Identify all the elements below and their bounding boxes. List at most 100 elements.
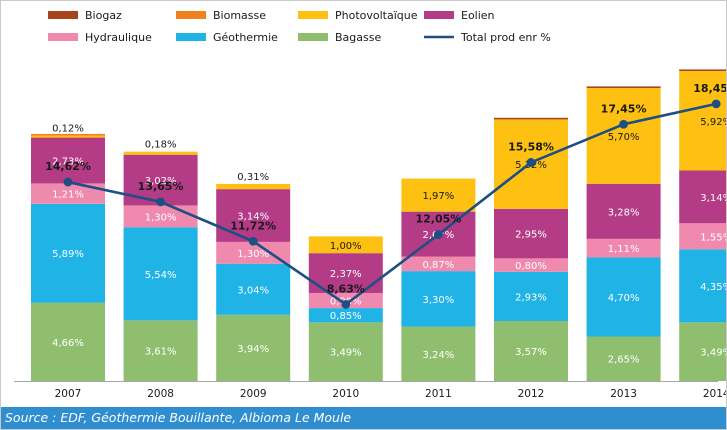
data-label-bagasse-2014: 3,49% (700, 348, 727, 359)
data-label-photovoltaique-2013: 5,70% (608, 132, 640, 143)
legend-label-photovoltaique: Photovoltaïque (335, 9, 418, 22)
source-bar: Source : EDF, Géothermie Bouillante, Alb… (0, 407, 727, 430)
legend-label-biogaz: Biogaz (85, 9, 122, 22)
data-label-eolien-2014: 3,14% (700, 193, 727, 204)
data-label-photovoltaique-2011: 1,97% (423, 191, 455, 202)
bar-photovoltaique-2011 (401, 178, 476, 212)
bar-hydraulique-2012 (494, 258, 568, 272)
bar-eolien-2007 (31, 137, 105, 184)
bar-geothermie-2013 (586, 257, 661, 337)
point-total-prod-enr-2012 (526, 158, 536, 167)
data-label-hydraulique-2007: 1,21% (52, 190, 84, 201)
bar-geothermie-2010 (308, 308, 383, 323)
legend-swatch-eolien (424, 11, 454, 19)
x-tick-label-2007: 2007 (55, 388, 82, 400)
bar-bagasse-2013 (586, 336, 661, 381)
bar-hydraulique-2013 (586, 238, 661, 258)
bar-hydraulique-2007 (31, 183, 105, 204)
legend-swatch-geothermie (176, 33, 206, 41)
bar-geothermie-2009 (216, 263, 291, 315)
legend-label-geothermie: Géothermie (213, 31, 278, 44)
legend-swatch-biomasse (176, 11, 206, 19)
bar-photovoltaique-2014 (679, 71, 727, 171)
bar-geothermie-2012 (494, 271, 568, 322)
bar-eolien-2012 (494, 208, 568, 259)
data-label-eolien-2013: 3,28% (608, 207, 640, 218)
data-label-geothermie-2011: 3,30% (423, 295, 455, 306)
data-label-hydraulique-2013: 1,11% (608, 244, 640, 255)
line-label-total-2007: 14,62% (45, 160, 91, 173)
bar-bagasse-2011 (401, 326, 476, 381)
data-label-geothermie-2010: 0,85% (330, 311, 362, 322)
legend-label-bagasse: Bagasse (335, 31, 381, 44)
legend-label-total-prod-enr: Total prod enr % (460, 31, 551, 44)
bar-biomasse-2007 (31, 133, 105, 136)
data-label-photovoltaique-2008: 0,18% (145, 140, 177, 151)
bar-geothermie-2014 (679, 249, 727, 323)
data-label-photovoltaique-2009: 0,31% (237, 172, 269, 183)
data-label-geothermie-2008: 5,54% (145, 270, 177, 281)
legend-swatch-biogaz (48, 11, 78, 19)
source-text: Source : EDF, Géothermie Bouillante, Alb… (5, 410, 352, 425)
data-label-bagasse-2012: 3,57% (515, 347, 547, 358)
line-label-total-2010: 8,63% (327, 282, 365, 295)
data-label-eolien-2008: 3,02% (145, 176, 177, 187)
bar-bagasse-2009 (216, 314, 291, 381)
bar-eolien-2009 (216, 189, 291, 242)
data-label-eolien-2010: 2,37% (330, 269, 362, 280)
data-label-eolien-2012: 2,95% (515, 230, 547, 241)
bar-bagasse-2010 (308, 322, 383, 381)
x-tick-label-2011: 2011 (425, 388, 452, 400)
data-label-bagasse-2007: 4,66% (52, 338, 84, 349)
legend-label-biomasse: Biomasse (213, 9, 266, 22)
data-label-photovoltaique-2010: 1,00% (330, 241, 362, 252)
line-total-prod-enr (67, 102, 717, 306)
legend-swatch-bagasse (298, 33, 328, 41)
bar-bagasse-2014 (679, 322, 727, 381)
data-label-geothermie-2013: 4,70% (608, 293, 640, 304)
line-label-total-2009: 11,72% (230, 219, 276, 232)
data-label-hydraulique-2011: 0,87% (423, 260, 455, 271)
bar-hydraulique-2014 (679, 223, 727, 250)
point-total-prod-enr-2008 (156, 197, 166, 207)
bar-photovoltaique-2008 (123, 151, 198, 155)
data-label-hydraulique-2014: 1,55% (700, 232, 727, 243)
bar-eolien-2013 (586, 183, 661, 239)
bar-bagasse-2012 (494, 321, 568, 381)
data-label-bagasse-2010: 3,49% (330, 348, 362, 359)
data-label-geothermie-2014: 4,35% (700, 282, 727, 293)
bar-photovoltaique-2007 (31, 135, 105, 138)
bar-bagasse-2007 (31, 302, 105, 381)
point-total-prod-enr-2014 (711, 99, 721, 109)
data-label-bagasse-2008: 3,61% (145, 347, 177, 358)
bar-photovoltaique-2009 (216, 183, 291, 190)
line-label-total-2011: 12,05% (415, 213, 461, 226)
line-label-total-2013: 17,45% (601, 102, 647, 115)
bar-hydraulique-2011 (401, 256, 476, 272)
line-label-total-2008: 13,65% (138, 180, 184, 193)
bar-biogaz-2012 (494, 117, 568, 120)
data-label-hydraulique-2012: 0,80% (515, 261, 547, 272)
data-label-bagasse-2011: 3,24% (423, 350, 455, 361)
data-label-hydraulique-2008: 1,30% (145, 212, 177, 223)
data-label-photovoltaique-2007: 0,12% (52, 124, 84, 135)
x-tick-label-2014: 2014 (703, 388, 727, 400)
bar-bagasse-2008 (123, 320, 198, 381)
bar-biogaz-2013 (586, 86, 661, 89)
x-tick-label-2012: 2012 (518, 388, 545, 400)
line-label-total-2012: 15,58% (508, 140, 554, 153)
data-label-photovoltaique-2014: 5,92% (700, 117, 727, 128)
bar-eolien-2014 (679, 170, 727, 224)
point-total-prod-enr-2013 (619, 119, 628, 129)
legend-label-hydraulique: Hydraulique (85, 31, 152, 44)
data-label-eolien-2007: 2,73% (52, 157, 84, 168)
point-total-prod-enr-2007 (63, 177, 73, 187)
line-label-total-2014: 18,45% (693, 82, 727, 95)
bar-geothermie-2011 (401, 271, 476, 327)
data-label-eolien-2009: 3,14% (237, 212, 269, 223)
bar-biogaz-2014 (679, 69, 727, 72)
legend-label-eolien: Eolien (461, 9, 495, 22)
data-label-bagasse-2013: 2,65% (608, 355, 640, 366)
x-tick-label-2008: 2008 (147, 388, 174, 400)
